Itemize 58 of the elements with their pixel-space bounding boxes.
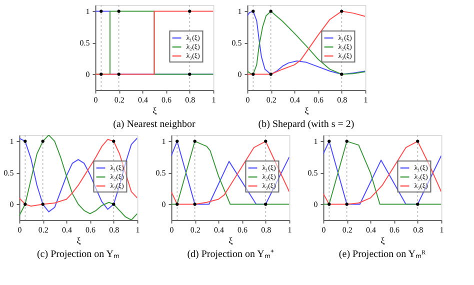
x-tick-label: 0 bbox=[170, 226, 174, 234]
y-tick-label: 0.5 bbox=[308, 168, 318, 178]
x-tick-label: 0.4 bbox=[366, 226, 376, 234]
x-tick-label: 0.8 bbox=[109, 226, 120, 234]
y-tick-label: 0 bbox=[314, 200, 318, 209]
line-series bbox=[171, 140, 290, 205]
x-tick-label: 0.6 bbox=[314, 96, 324, 104]
y-tick-label: 1 bbox=[162, 136, 166, 146]
text: (b) Shepard (with s = 2) bbox=[258, 119, 354, 130]
x-tick-label: 0.6 bbox=[162, 96, 172, 104]
x-axis-title: ξ bbox=[152, 106, 157, 116]
x-tick-label: 0 bbox=[246, 96, 250, 104]
text: (a) Nearest neighbor bbox=[113, 119, 196, 130]
text: (e) Projection on Yₘᴿ bbox=[338, 249, 426, 260]
y-tick-label: 0.5 bbox=[232, 38, 242, 48]
x-tick-label: 0.6 bbox=[390, 226, 400, 234]
x-tick-label: 0.2 bbox=[190, 226, 200, 234]
x-tick-label: 0.6 bbox=[86, 226, 96, 234]
x-tick-label: 0 bbox=[94, 96, 98, 104]
y-tick-label: 1 bbox=[238, 6, 242, 16]
y-tick-label: 1 bbox=[86, 6, 90, 16]
x-tick-label: 0.2 bbox=[266, 96, 276, 104]
line-series bbox=[247, 10, 366, 75]
y-tick-label: 1 bbox=[10, 136, 14, 146]
x-tick-label: 0.8 bbox=[413, 226, 424, 234]
y-tick-label: 1 bbox=[314, 136, 318, 146]
x-tick-label: 0.8 bbox=[337, 96, 348, 104]
y-tick-label: 0 bbox=[10, 200, 14, 209]
x-tick-label: 0.8 bbox=[185, 96, 196, 104]
y-tick-label: 0.5 bbox=[4, 168, 14, 178]
x-tick-label: 1 bbox=[440, 226, 444, 234]
x-tick-label: 0.6 bbox=[238, 226, 248, 234]
line-series bbox=[323, 140, 442, 205]
x-tick-label: 1 bbox=[288, 226, 292, 234]
x-tick-label: 0.2 bbox=[114, 96, 124, 104]
x-tick-label: 0.8 bbox=[261, 226, 272, 234]
x-tick-label: 0.2 bbox=[342, 226, 352, 234]
x-tick-label: 1 bbox=[364, 96, 368, 104]
y-tick-label: 0 bbox=[86, 70, 90, 79]
x-tick-label: 0 bbox=[18, 226, 22, 234]
x-tick-label: 0.4 bbox=[214, 226, 224, 234]
x-axis-title: ξ bbox=[76, 236, 81, 246]
text: (d) Projection on Yₘ⁺ bbox=[187, 249, 274, 260]
x-tick-label: 0.2 bbox=[38, 226, 48, 234]
x-tick-label: 0.4 bbox=[138, 96, 148, 104]
x-axis-title: ξ bbox=[380, 236, 385, 246]
text: (c) Projection on Yₘ bbox=[36, 249, 120, 260]
y-tick-label: 0 bbox=[162, 200, 166, 209]
x-tick-label: 1 bbox=[136, 226, 140, 234]
x-axis-title: ξ bbox=[228, 236, 233, 246]
x-tick-label: 0 bbox=[322, 226, 326, 234]
x-tick-label: 1 bbox=[212, 96, 216, 104]
x-tick-label: 0.4 bbox=[62, 226, 72, 234]
x-tick-label: 0.4 bbox=[290, 96, 300, 104]
y-tick-label: 0 bbox=[238, 70, 242, 79]
x-axis-title: ξ bbox=[304, 106, 309, 116]
y-tick-label: 0.5 bbox=[80, 38, 90, 48]
y-tick-label: 0.5 bbox=[156, 168, 166, 178]
